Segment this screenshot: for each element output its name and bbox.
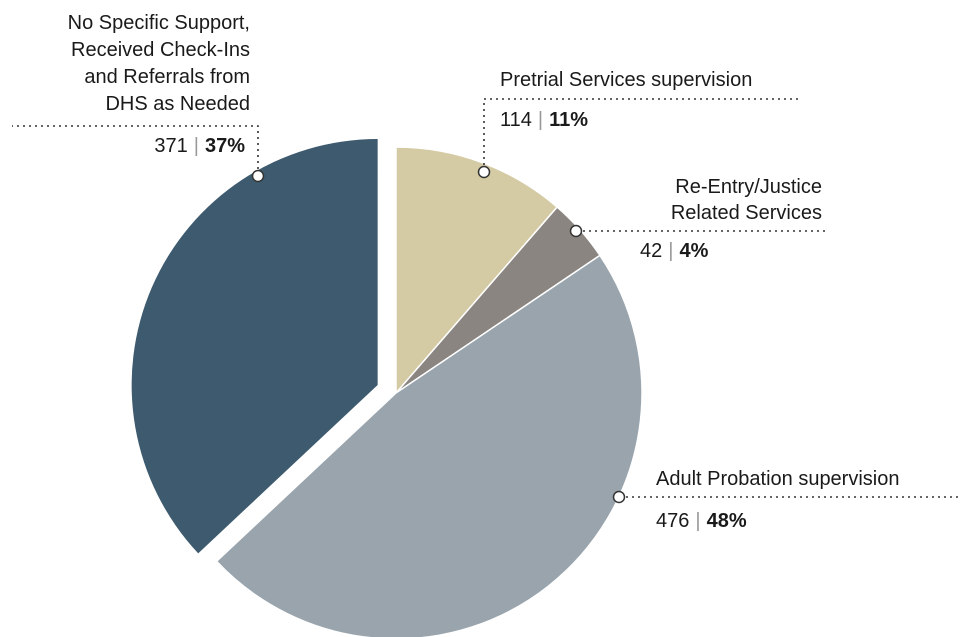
pie-slice-4 (131, 139, 378, 554)
slice-label-2-line-2: Related Services (671, 202, 822, 224)
value-separator: | (668, 240, 673, 262)
slice-label-4-line-4: DHS as Needed (105, 93, 250, 115)
slice-value-3: 476 | 48% (656, 510, 747, 532)
slice-label-4-line-2: Received Check-Ins (71, 39, 250, 61)
slice-value-1: 114 | 11% (500, 109, 588, 131)
leader-dot-3 (612, 490, 626, 504)
slice-label-4-line-3: and Referrals from (84, 66, 250, 88)
value-separator: | (695, 510, 700, 532)
pie-slice-1 (395, 146, 559, 396)
slice-count: 476 (656, 510, 689, 532)
leader-line-4 (12, 125, 259, 169)
pie-slice-3 (215, 254, 643, 637)
slice-label-1-line-1: Pretrial Services supervision (500, 69, 752, 91)
slice-label-3-line-1: Adult Probation supervision (656, 468, 899, 490)
pie-slices (131, 139, 643, 637)
leader-lines (12, 98, 958, 504)
slice-percent: 37% (205, 135, 245, 157)
leader-dot-4 (251, 169, 265, 183)
slice-count: 42 (640, 240, 662, 262)
slice-value-4: 371 | 37% (154, 135, 245, 157)
slice-value-2: 42 | 4% (640, 240, 709, 262)
slice-count: 114 (500, 109, 532, 131)
slice-count: 371 (154, 135, 187, 157)
slice-label-2-line-1: Re-Entry/Justice (675, 176, 822, 198)
slice-label-4-line-1: No Specific Support, (68, 12, 250, 34)
slice-percent: 4% (679, 240, 708, 262)
slice-labels: Pretrial Services supervision 114 | 11% Re-E… (68, 12, 900, 532)
value-separator: | (194, 135, 199, 157)
leader-dot-2 (569, 224, 583, 238)
leader-dot-1 (477, 165, 491, 179)
slice-percent: 11% (549, 109, 588, 131)
slice-percent: 48% (707, 510, 747, 532)
value-separator: | (538, 109, 543, 131)
leader-line-1 (483, 98, 800, 165)
